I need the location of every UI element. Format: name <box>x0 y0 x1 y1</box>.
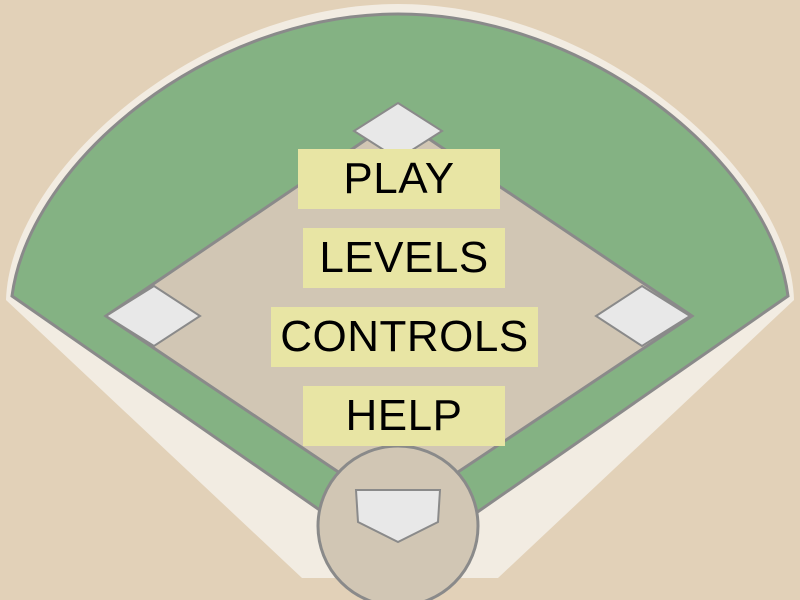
help-button[interactable]: HELP <box>303 386 505 446</box>
play-button[interactable]: PLAY <box>298 149 500 209</box>
levels-button-label: LEVELS <box>319 233 489 282</box>
help-button-label: HELP <box>345 391 463 440</box>
play-button-label: PLAY <box>343 154 455 203</box>
first-base <box>594 284 692 348</box>
levels-button[interactable]: LEVELS <box>303 228 505 288</box>
third-base <box>104 284 202 348</box>
home-plate <box>354 489 442 544</box>
controls-button-label: CONTROLS <box>280 312 529 361</box>
controls-button[interactable]: CONTROLS <box>271 307 538 367</box>
